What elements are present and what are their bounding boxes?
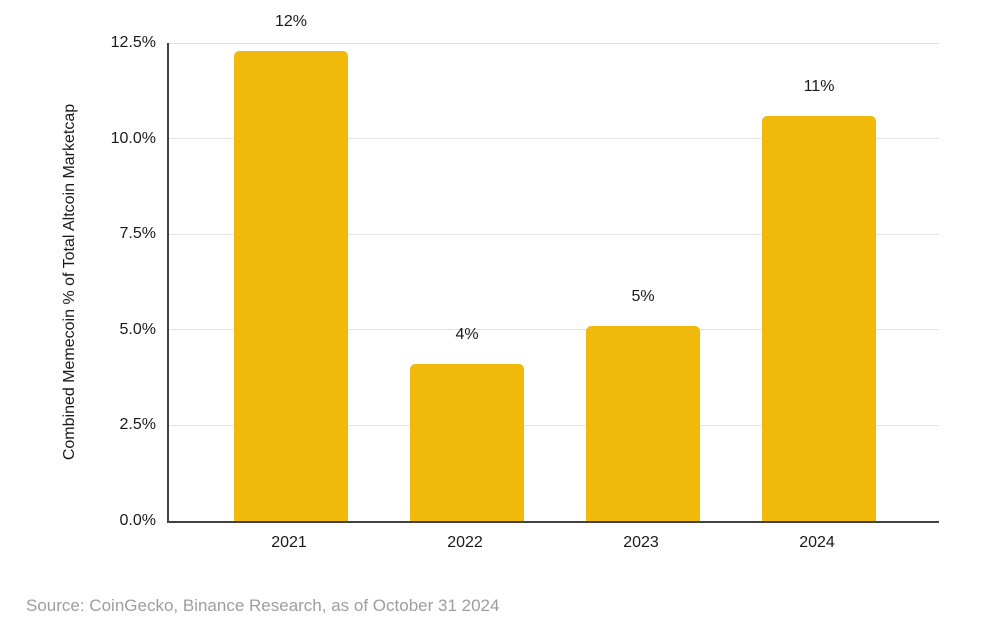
- x-tick-label: 2023: [623, 534, 659, 551]
- y-tick-label: 10.0%: [110, 129, 156, 147]
- gridline-7.5%: [169, 233, 939, 235]
- bar-2022: [410, 364, 524, 521]
- y-tick-label: 0.0%: [119, 512, 156, 529]
- bar-value-label: 4%: [455, 326, 479, 344]
- bar-2021: [234, 50, 348, 521]
- source-caption: Source: CoinGecko, Binance Research, as …: [26, 596, 500, 615]
- gridline-12.5%: [169, 42, 939, 44]
- bar-2023: [586, 325, 700, 521]
- y-tick-label: 12.5%: [110, 34, 156, 51]
- memecoin-bar-chart: Combined Memecoin % of Total Altcoin Mar…: [61, 13, 939, 551]
- gridline-5.0%: [169, 329, 939, 331]
- x-tick-label: 2021: [271, 534, 307, 551]
- bar-2024: [762, 115, 876, 521]
- y-tick-label: 2.5%: [119, 416, 156, 434]
- gridline-2.5%: [169, 424, 939, 426]
- bar-value-label: 11%: [803, 77, 835, 95]
- bar-value-label: 5%: [631, 287, 655, 305]
- y-axis-title: Combined Memecoin % of Total Altcoin Mar…: [61, 103, 78, 461]
- gridline-10.0%: [169, 138, 939, 140]
- x-tick-label: 2024: [799, 534, 835, 551]
- plot-area: 12% 4% 5% 11%: [167, 13, 939, 523]
- y-tick-label: 7.5%: [119, 225, 156, 243]
- x-tick-label: 2022: [447, 534, 483, 551]
- bar-value-label: 12%: [274, 12, 308, 30]
- y-tick-label: 5.0%: [119, 320, 156, 338]
